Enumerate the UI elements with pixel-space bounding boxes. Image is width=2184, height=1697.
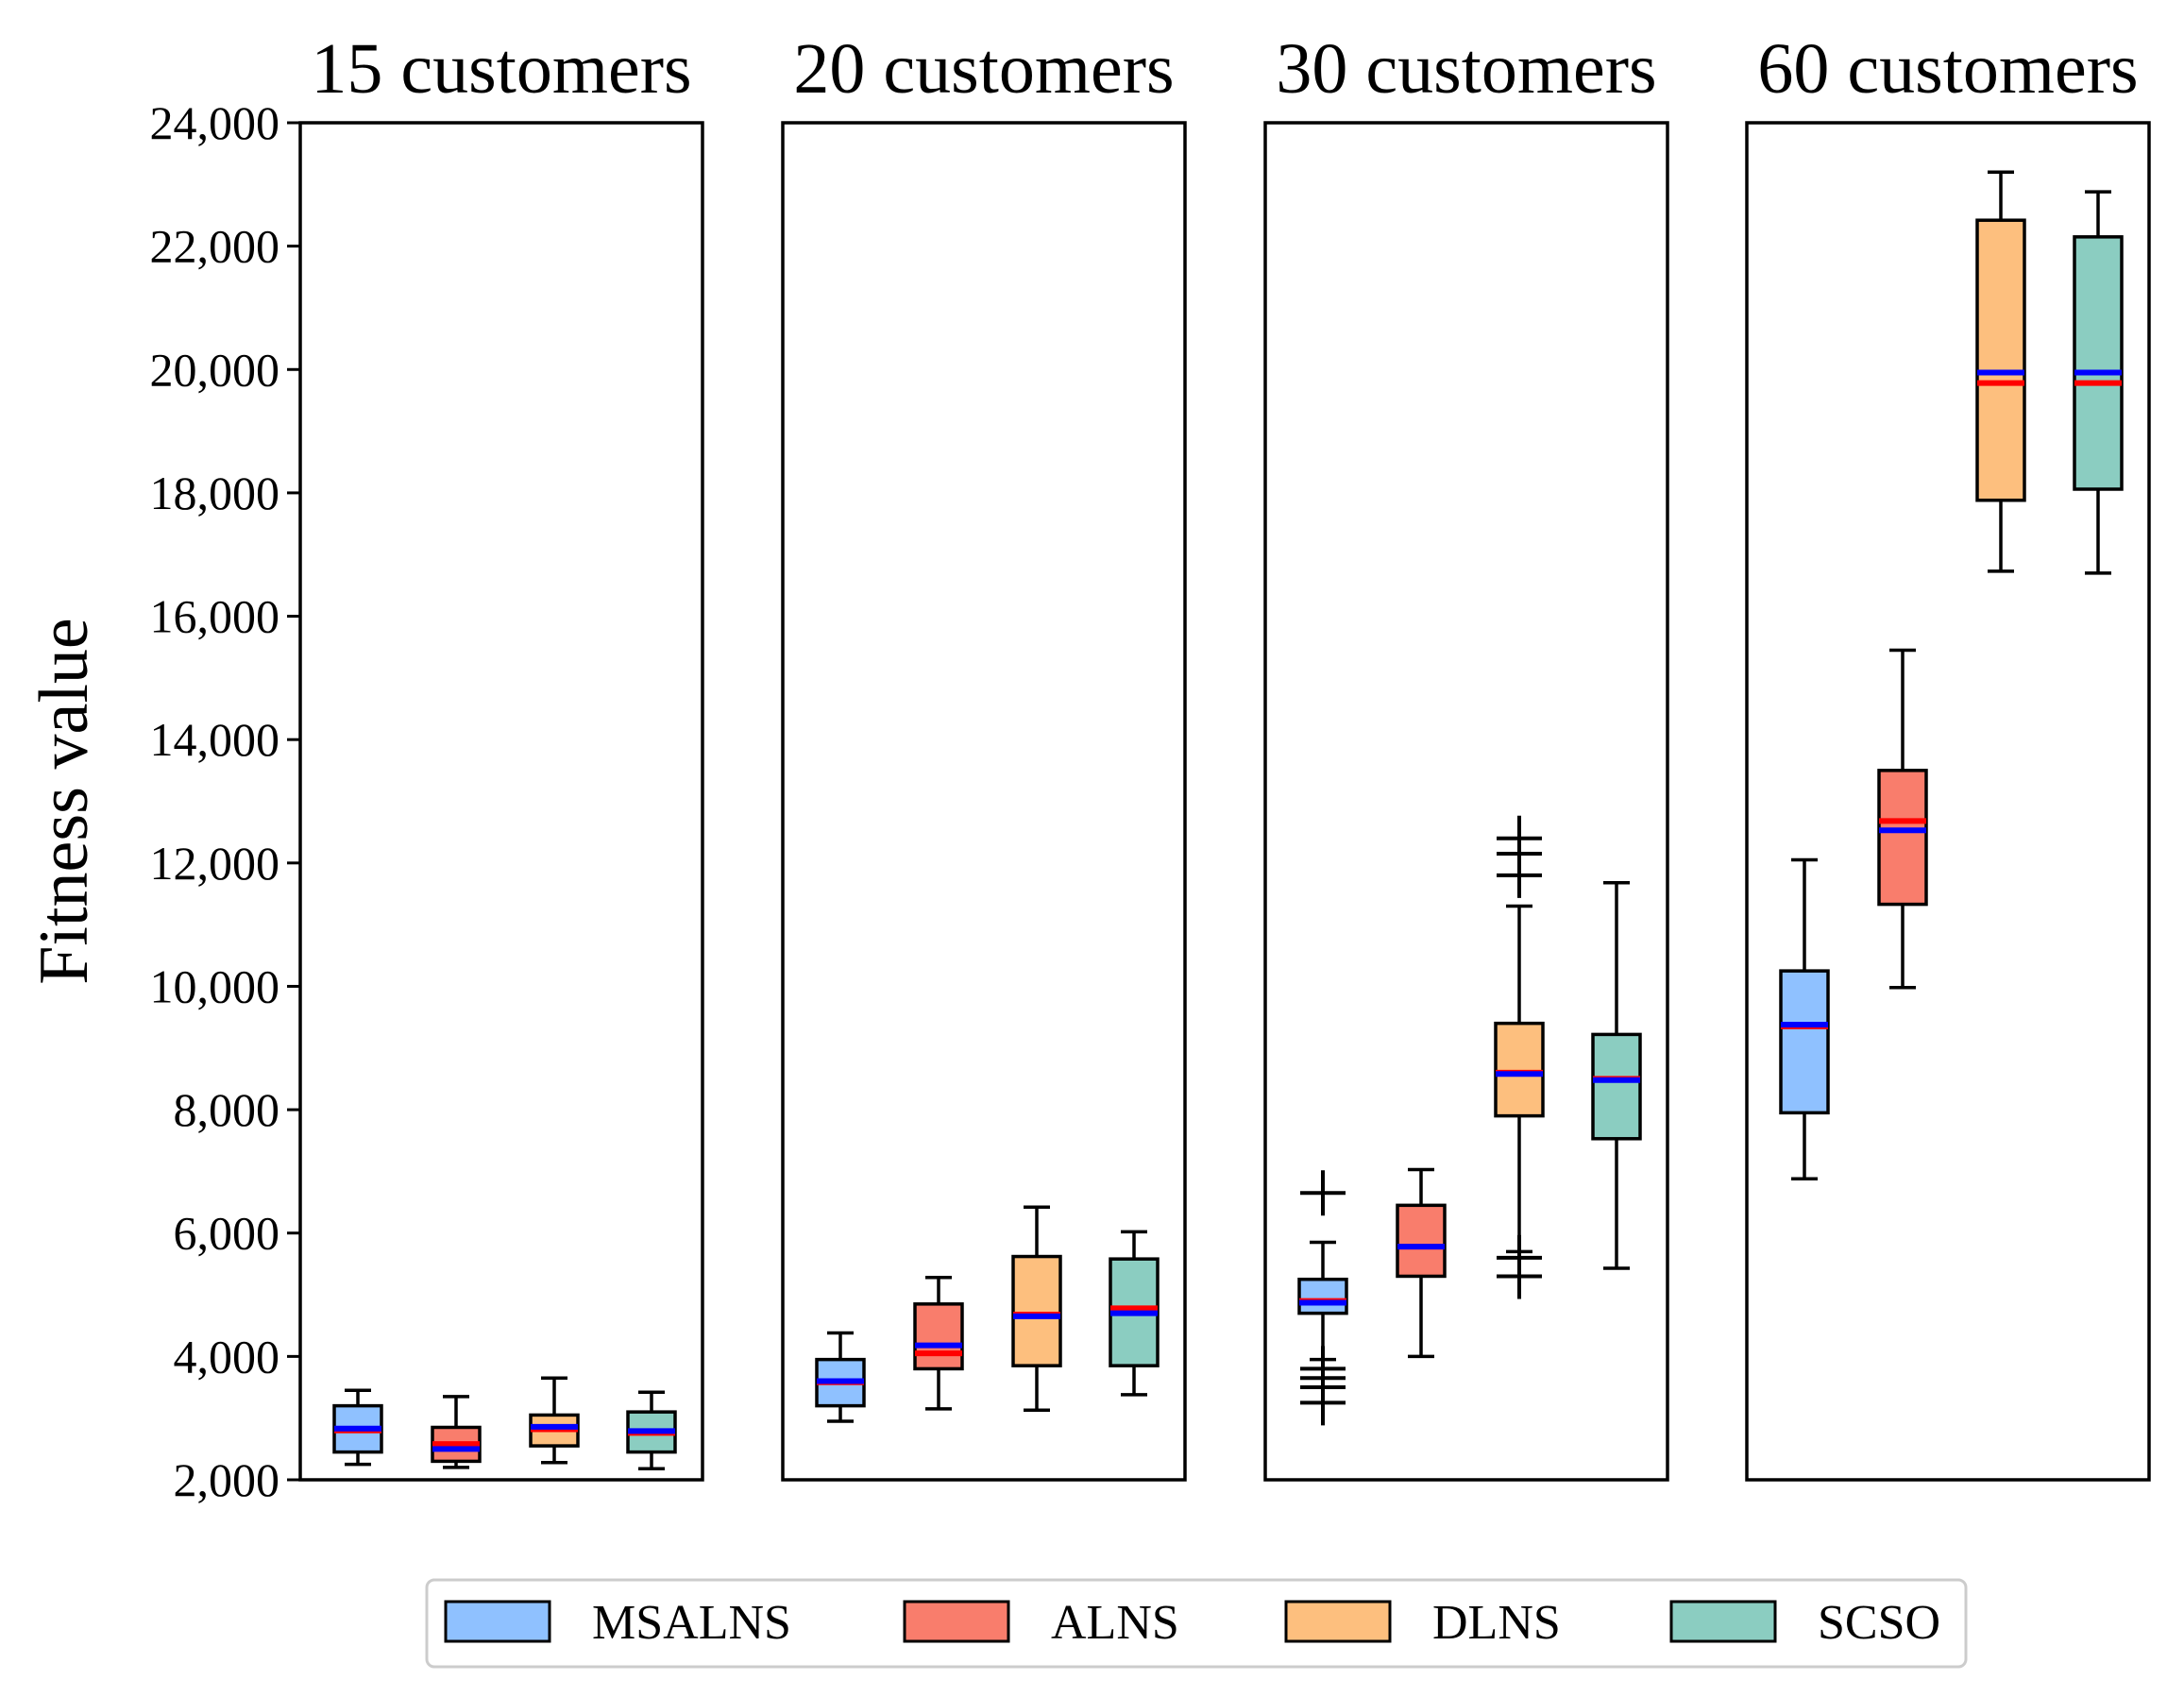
box-iqr [1591,1032,1642,1141]
legend-item-msalns: MSALNS [444,1596,791,1650]
panel-title: 15 customers [311,29,691,109]
y-tick-label: 14,000 [150,713,280,766]
panel-3: 30 customers [1263,29,1669,1482]
panel-2: 20 customers [781,29,1187,1482]
box-msalns [815,1331,866,1423]
box-msalns [1779,857,1830,1180]
legend-swatch [444,1600,551,1643]
legend: MSALNS ALNS DLNS SCSO [425,1578,1968,1669]
y-tick-label: 18,000 [150,467,280,519]
y-tick-label: 8,000 [174,1083,280,1136]
panel-frame [1745,121,2151,1482]
box-scso [2073,190,2124,575]
panel-4: 60 customers [1745,29,2151,1482]
box-alns [431,1395,482,1469]
legend-item-alns: ALNS [903,1596,1179,1650]
box-iqr [1011,1254,1062,1367]
legend-label: ALNS [1051,1596,1179,1650]
box-dlns [1011,1205,1062,1412]
box-scso [626,1390,677,1470]
legend-label: MSALNS [592,1596,791,1650]
y-tick-label: 22,000 [150,220,280,273]
outlier-marker [1497,852,1542,898]
panel-title: 20 customers [793,29,1174,109]
y-tick-label: 12,000 [150,837,280,890]
box-dlns [1494,815,1545,1299]
box-iqr [913,1302,964,1371]
box-alns [1877,648,1928,990]
box-scso [1109,1230,1160,1397]
y-tick-label: 2,000 [174,1453,280,1506]
y-axis-label: Fitness value [25,618,103,984]
box-msalns [1297,1170,1348,1426]
outlier-marker [1300,1170,1346,1216]
box-iqr [1975,218,2026,502]
panel-frame [1263,121,1669,1482]
outlier-marker [1497,1253,1542,1299]
legend-swatch [1669,1600,1777,1643]
y-tick-label: 16,000 [150,590,280,643]
y-tick-label: 6,000 [174,1207,280,1260]
y-tick-label: 4,000 [174,1330,280,1383]
y-tick-label: 10,000 [150,959,280,1012]
panel-frame [781,121,1187,1482]
box-iqr [2073,235,2124,491]
y-tick-label: 24,000 [150,96,280,149]
box-alns [1396,1167,1447,1359]
panel-1: 15 customers [298,29,704,1482]
legend-item-scso: SCSO [1669,1596,1940,1650]
box-scso [1591,880,1642,1270]
box-iqr [1877,769,1928,907]
panel-title: 30 customers [1276,29,1656,109]
legend-item-dlns: DLNS [1284,1596,1561,1650]
box-dlns [1975,170,2026,573]
panel-frame [298,121,704,1482]
box-msalns [332,1388,383,1467]
outlier-marker [1300,1380,1346,1426]
legend-swatch [1284,1600,1392,1643]
legend-label: DLNS [1432,1596,1561,1650]
box-dlns [529,1376,580,1465]
box-iqr [1297,1277,1348,1315]
y-tick-label: 20,000 [150,343,280,396]
panel-title: 60 customers [1757,29,2138,109]
legend-swatch [903,1600,1010,1643]
legend-frame [425,1578,1968,1669]
legend-label: SCSO [1818,1596,1940,1650]
box-iqr [1396,1203,1447,1279]
box-iqr [1494,1021,1545,1118]
box-alns [913,1276,964,1411]
box-iqr [1779,969,1830,1115]
